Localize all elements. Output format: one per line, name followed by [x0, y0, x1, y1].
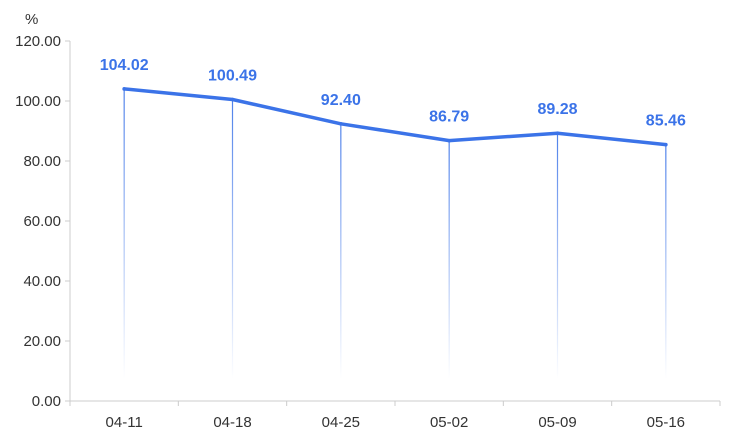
drop-line	[556, 133, 559, 379]
data-label: 100.49	[208, 68, 257, 85]
data-point	[339, 122, 343, 126]
x-tick-label: 05-02	[430, 414, 468, 431]
y-tick-label: 0.00	[32, 393, 61, 410]
y-tick-label: 80.00	[23, 153, 61, 170]
drop-line	[123, 88, 125, 379]
x-tick-label: 04-25	[322, 414, 360, 431]
drop-line	[448, 140, 450, 379]
data-label: 104.02	[100, 57, 149, 74]
y-tick-label: 60.00	[23, 213, 61, 230]
drop-line	[231, 99, 234, 379]
y-tick-label: 40.00	[23, 273, 61, 290]
series-line-group	[122, 87, 668, 147]
x-axis: 04-11 04-18 04-25 05-02 05-09 05-16	[69, 400, 721, 431]
data-label: 86.79	[429, 109, 469, 126]
y-tick-label: 120.00	[15, 33, 61, 50]
drop-line	[665, 144, 667, 379]
data-point	[664, 142, 668, 147]
y-axis: 0.00 20.00 40.00 60.00 80.00 100.00 120.00	[15, 33, 71, 410]
data-point	[122, 87, 126, 91]
series-line	[122, 87, 668, 147]
x-tick-label: 05-09	[538, 414, 576, 431]
y-tick-label: 100.00	[15, 93, 61, 110]
x-tick-label: 04-11	[106, 414, 143, 431]
data-point	[447, 138, 451, 143]
data-label: 89.28	[537, 101, 577, 118]
y-axis-unit-label: %	[25, 11, 38, 28]
data-label: 85.46	[646, 113, 686, 130]
x-tick-label: 05-16	[647, 414, 685, 431]
drop-lines	[123, 88, 667, 379]
y-tick-label: 20.00	[23, 333, 61, 350]
drop-line	[340, 123, 342, 379]
data-point	[555, 131, 560, 135]
data-labels: 104.02 100.49 92.40 86.79 89.28 85.46	[100, 57, 686, 130]
data-label: 92.40	[321, 92, 361, 109]
data-point	[230, 97, 235, 102]
x-tick-label: 04-18	[213, 414, 251, 431]
